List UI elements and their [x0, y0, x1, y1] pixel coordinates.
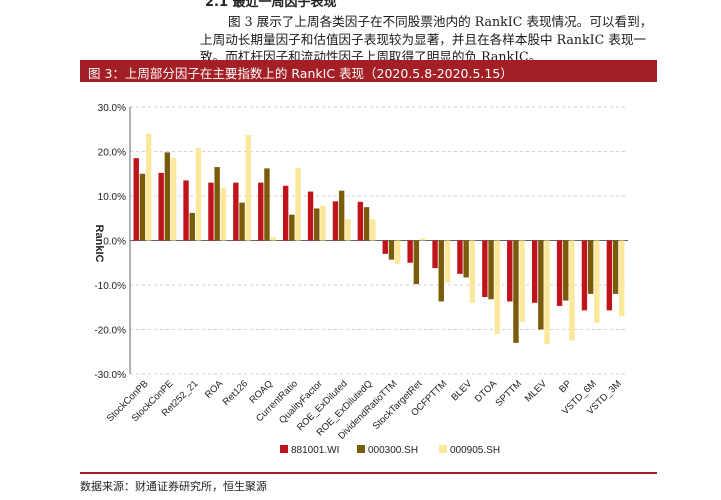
bar — [612, 240, 619, 294]
bar — [494, 240, 500, 334]
bar — [170, 158, 177, 241]
y-tick-label: -30.0% — [94, 370, 126, 381]
bar — [569, 240, 575, 341]
bar — [370, 219, 376, 241]
x-tick-label: BLEV — [449, 378, 474, 403]
bar — [538, 240, 544, 330]
x-tick-label: MLEV — [523, 378, 550, 405]
figure-bottom-rule — [80, 472, 657, 474]
bar — [295, 167, 301, 241]
bar — [320, 205, 326, 241]
bar — [332, 201, 339, 241]
section-heading: 2.1 最近一周因子表现 — [205, 0, 337, 10]
bar — [519, 240, 525, 322]
bar — [357, 201, 364, 241]
y-tick-label: 10.0% — [98, 192, 126, 203]
bar — [270, 236, 276, 241]
bar — [619, 240, 625, 317]
figure-title-bar: 图 3：上周部分因子在主要指数上的 RankIC 表现（2020.5.8-202… — [80, 60, 657, 82]
legend-label: 000300.SH — [368, 445, 418, 456]
paragraph-line: 上周动长期量因子和估值因子表现较为显著，并且在各样本股中 RankIC 表现一 — [200, 31, 647, 47]
bar — [189, 212, 195, 241]
bar — [239, 202, 245, 241]
bar — [382, 240, 388, 254]
bar — [158, 172, 164, 241]
bar — [463, 240, 469, 278]
bar — [133, 158, 139, 241]
legend-label: 881001.WI — [291, 445, 339, 456]
bar — [606, 240, 613, 311]
bar — [432, 240, 438, 269]
y-tick-label: 30.0% — [98, 103, 126, 114]
bar — [587, 240, 594, 294]
bar — [208, 182, 214, 241]
bar — [338, 190, 345, 241]
bar — [438, 240, 444, 302]
bar — [289, 214, 295, 241]
bar — [482, 240, 488, 298]
bar — [513, 240, 519, 343]
chart-container: -30.0% -20.0% -10.0% 0.0% 10.0% 20.0% 30.0% Ran… — [80, 82, 657, 472]
rankic-bar-chart: -30.0% -20.0% -10.0% 0.0% 10.0% 20.0% 30.0% Ran… — [93, 103, 628, 456]
bar — [214, 167, 220, 241]
x-tick-label: SPTTM — [494, 378, 525, 409]
legend-label: 000905.SH — [450, 445, 500, 456]
y-tick-label: 0.0% — [103, 237, 126, 248]
y-tick-label: -20.0% — [94, 326, 126, 337]
bar — [139, 173, 146, 241]
y-tick-label: -10.0% — [94, 281, 126, 292]
bar — [345, 219, 351, 241]
bar — [164, 152, 171, 241]
bar — [183, 180, 189, 241]
figure-title: 图 3：上周部分因子在主要指数上的 RankIC 表现（2020.5.8-202… — [88, 66, 513, 81]
bar — [419, 238, 426, 241]
bar — [457, 240, 463, 274]
x-tick-label: BP — [557, 378, 574, 395]
bar — [544, 240, 550, 345]
bar — [258, 182, 264, 241]
bar — [195, 147, 202, 241]
bar — [220, 188, 227, 241]
bar — [594, 240, 600, 323]
bar — [488, 240, 494, 300]
source-note: 数据来源：财通证券研究所，恒生聚源 — [80, 480, 267, 493]
bar — [388, 240, 395, 260]
bar — [581, 240, 588, 311]
bar — [563, 240, 569, 301]
bar — [233, 182, 239, 241]
bar — [394, 240, 401, 265]
bar — [507, 240, 513, 302]
bar — [363, 207, 370, 241]
bar — [264, 168, 270, 241]
x-tick-label: Ret126 — [221, 378, 250, 407]
bar — [145, 133, 152, 241]
body-paragraph: 图 3 展示了上周各类因子在不同股票池内的 RankIC 表现情况。可以看到， … — [200, 13, 710, 66]
legend-swatch — [280, 445, 288, 453]
y-tick-label: 20.0% — [98, 148, 126, 159]
bar — [314, 208, 320, 241]
bar — [407, 240, 413, 263]
bar — [469, 240, 476, 303]
y-axis-label: RankIC — [93, 225, 105, 263]
bar — [282, 185, 289, 241]
bar — [531, 240, 538, 303]
bar — [245, 135, 251, 241]
paragraph-line: 图 3 展示了上周各类因子在不同股票池内的 RankIC 表现情况。可以看到， — [228, 14, 653, 29]
bar — [444, 240, 451, 283]
bar — [307, 191, 314, 241]
legend-swatch — [357, 445, 365, 453]
bar — [413, 240, 420, 285]
bar — [556, 240, 563, 306]
legend-swatch — [439, 445, 447, 453]
